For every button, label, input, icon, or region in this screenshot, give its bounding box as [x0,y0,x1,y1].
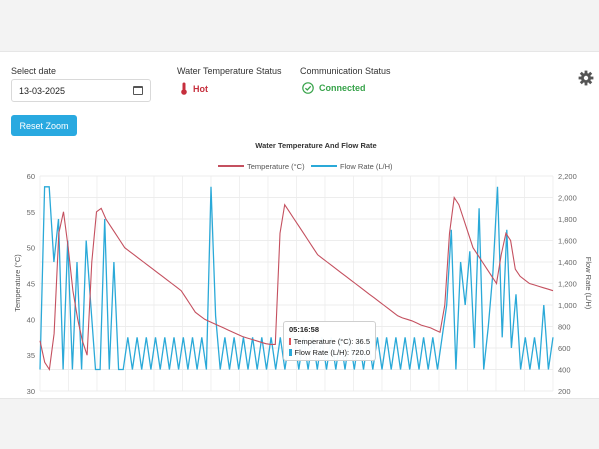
tooltip-row-temperature: Temperature (°C): 36.5 [289,337,370,346]
y-tick-right: 800 [558,323,571,332]
y-tick-left: 45 [27,280,35,289]
comm-status-label: Communication Status [300,66,391,76]
y-axis-left-label: Temperature (°C) [13,254,22,312]
y-tick-left: 30 [27,387,35,396]
water-status: Hot [180,82,208,95]
tooltip-swatch-flow [289,349,292,356]
gear-icon[interactable] [578,70,594,86]
y-axis-left-ticks: 30 35 40 45 50 55 60 [27,172,35,396]
date-input[interactable] [11,79,151,102]
y-tick-left: 40 [27,315,35,324]
tooltip-time: 05:16:58 [289,325,320,334]
check-circle-icon [302,82,314,94]
tooltip-flow-value: Flow Rate (L/H): 720.0 [294,348,370,357]
reset-zoom-button[interactable]: Reset Zoom [11,115,77,136]
y-tick-right: 1,400 [558,258,577,267]
comm-status-value: Connected [319,83,366,93]
y-tick-right: 600 [558,344,571,353]
series-temperature-line [39,195,554,372]
y-tick-right: 1,600 [558,237,577,246]
chart-title: Water Temperature And Flow Rate [255,141,376,150]
tooltip-swatch-temperature [289,338,291,345]
chart-legend[interactable]: Temperature (°C) Flow Rate (L/H) [218,162,393,171]
y-tick-left: 35 [27,351,35,360]
water-status-label: Water Temperature Status [177,66,282,76]
legend-flow[interactable]: Flow Rate (L/H) [340,162,393,171]
water-status-value: Hot [193,83,208,94]
comm-status: Connected [302,82,366,94]
y-axis-right-ticks: 200 400 600 800 1,000 1,200 1,400 1,600 1,800 2,0… [558,172,577,396]
tooltip-temperature-value: Temperature (°C): 36.5 [293,337,370,346]
y-axis-right-label: Flow Rate (L/H) [584,257,593,310]
chart-tooltip: 05:16:58 Temperature (°C): 36.5 Flow Rat… [283,321,376,361]
y-tick-left: 55 [27,208,35,217]
y-tick-right: 2,200 [558,172,577,181]
y-tick-left: 50 [27,244,35,253]
date-label: Select date [11,66,57,76]
y-tick-left: 60 [27,172,35,181]
thermometer-icon [181,82,187,95]
y-tick-right: 1,200 [558,280,577,289]
tooltip-row-flow: Flow Rate (L/H): 720.0 [289,348,370,357]
y-tick-right: 1,000 [558,301,577,310]
y-tick-right: 200 [558,387,571,396]
y-tick-right: 1,800 [558,215,577,224]
legend-temperature[interactable]: Temperature (°C) [247,162,305,171]
calendar-icon[interactable] [133,86,143,95]
y-tick-right: 400 [558,366,571,375]
y-tick-right: 2,000 [558,194,577,203]
